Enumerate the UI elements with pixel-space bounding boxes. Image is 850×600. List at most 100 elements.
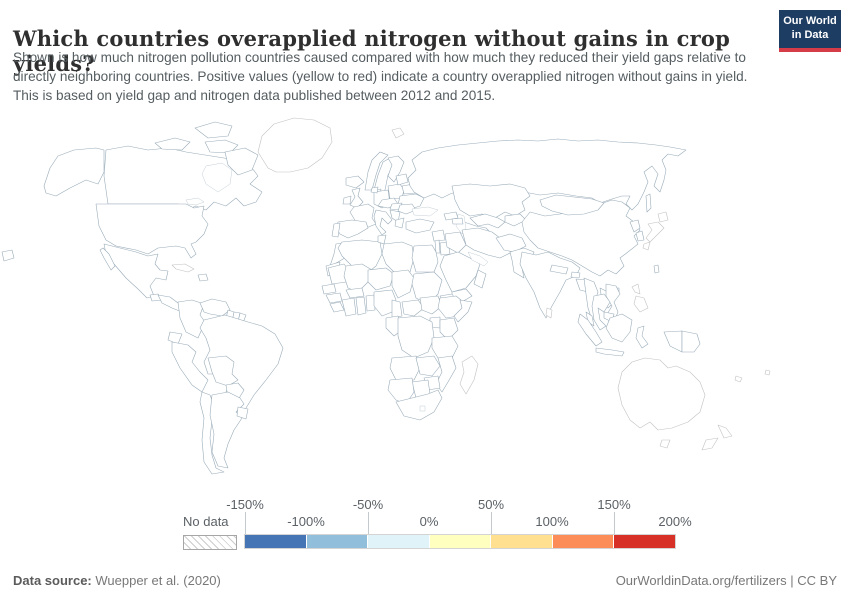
country-svalbard[interactable] — [391, 127, 405, 139]
country-angola[interactable] — [389, 355, 421, 381]
country-egypt[interactable] — [411, 244, 439, 273]
country-indonesia-sumatra[interactable] — [577, 313, 603, 347]
no-data-swatch[interactable] — [183, 535, 237, 550]
country-south-sudan[interactable] — [419, 295, 443, 315]
country-arctic-islands[interactable] — [194, 121, 233, 139]
country-new-zealand-south[interactable] — [701, 437, 719, 451]
country-new-caledonia[interactable] — [734, 375, 743, 383]
country-new-zealand-north[interactable] — [717, 424, 733, 439]
country-tunisia[interactable] — [377, 234, 387, 245]
country-pacific-sliver[interactable] — [1, 249, 15, 262]
country-arctic-islands[interactable] — [224, 147, 259, 176]
country-drc[interactable] — [397, 315, 435, 359]
country-hispaniola[interactable] — [197, 273, 209, 282]
country-burkina-faso[interactable] — [345, 287, 365, 299]
country-syria[interactable] — [431, 229, 446, 242]
country-bolivia[interactable] — [207, 355, 239, 387]
country-venezuela[interactable] — [199, 298, 231, 317]
country-west-papua[interactable] — [663, 330, 683, 353]
country-sulawesi[interactable] — [635, 325, 649, 349]
country-saudi-arabia[interactable] — [439, 251, 481, 293]
country-india[interactable] — [519, 251, 581, 319]
country-philippines[interactable] — [631, 283, 641, 295]
legend-bin[interactable] — [368, 535, 429, 548]
country-niger[interactable] — [367, 267, 395, 291]
country-cuba[interactable] — [171, 263, 195, 273]
country-alaska[interactable] — [43, 147, 105, 197]
country-indonesia-java[interactable] — [595, 347, 625, 357]
country-cameroon[interactable] — [391, 299, 403, 319]
country-portugal[interactable] — [331, 222, 341, 238]
legend-bin[interactable] — [614, 535, 676, 548]
country-uk[interactable] — [349, 187, 364, 209]
country-taiwan[interactable] — [653, 264, 660, 274]
country-north-korea[interactable] — [629, 219, 641, 233]
country-togo-benin[interactable] — [365, 294, 376, 312]
legend-bin[interactable] — [552, 535, 614, 548]
country-kyrgyzstan[interactable] — [504, 213, 527, 227]
country-italy[interactable] — [373, 209, 393, 236]
country-mongolia[interactable] — [539, 194, 605, 216]
country-japan-hokkaido[interactable] — [657, 211, 669, 223]
country-usa[interactable] — [95, 203, 209, 259]
country-arctic-islands[interactable] — [154, 137, 191, 151]
country-ireland[interactable] — [342, 195, 352, 205]
country-nepal[interactable] — [549, 264, 569, 275]
country-australia[interactable] — [617, 357, 706, 431]
country-papua-new-guinea[interactable] — [681, 330, 701, 353]
country-oman[interactable] — [473, 269, 487, 289]
legend-bin[interactable] — [306, 535, 368, 548]
country-ecuador[interactable] — [167, 331, 183, 345]
country-libya[interactable] — [381, 241, 415, 275]
country-sakhalin[interactable] — [645, 193, 652, 213]
country-mali[interactable] — [343, 263, 373, 293]
country-arctic-islands[interactable] — [204, 139, 239, 154]
country-malaysia[interactable] — [585, 311, 595, 327]
country-senegal[interactable] — [321, 283, 337, 295]
country-bhutan[interactable] — [570, 271, 581, 279]
credit-link[interactable]: OurWorldinData.org/fertilizers | CC BY — [615, 573, 837, 588]
country-guinea[interactable] — [325, 292, 343, 304]
country-japan-honshu[interactable] — [645, 221, 665, 243]
country-kazakhstan[interactable] — [451, 183, 531, 219]
country-greenland[interactable] — [257, 117, 333, 173]
country-japan-kyushu[interactable] — [642, 241, 651, 251]
country-tasmania[interactable] — [659, 439, 671, 449]
country-iceland[interactable] — [345, 175, 365, 189]
country-somalia[interactable] — [453, 299, 473, 323]
country-zambia[interactable] — [415, 355, 441, 377]
country-israel[interactable] — [434, 239, 441, 254]
country-georgia[interactable] — [443, 211, 459, 221]
country-kenya[interactable] — [439, 317, 459, 341]
country-netherlands[interactable] — [370, 186, 379, 194]
country-thailand[interactable] — [591, 293, 611, 331]
country-fiji[interactable] — [764, 369, 771, 376]
country-iraq[interactable] — [444, 231, 467, 254]
country-central-african-republic[interactable] — [401, 299, 425, 317]
country-greece[interactable] — [394, 217, 405, 229]
legend-bin[interactable] — [429, 535, 491, 548]
legend-bin[interactable] — [491, 535, 552, 548]
country-mozambique[interactable] — [435, 355, 457, 393]
country-norway[interactable] — [364, 151, 389, 191]
country-south-africa[interactable] — [395, 389, 443, 421]
legend-bin[interactable] — [245, 535, 306, 548]
country-baltics[interactable] — [395, 173, 409, 186]
country-uzbekistan[interactable] — [469, 213, 506, 229]
country-turkey[interactable] — [405, 218, 435, 234]
country-south-korea[interactable] — [635, 230, 645, 242]
country-chad[interactable] — [391, 269, 415, 299]
country-azerbaijan[interactable] — [451, 217, 464, 225]
country-afghanistan[interactable] — [495, 233, 527, 253]
country-mexico-baja[interactable] — [99, 247, 116, 271]
country-mexico[interactable] — [103, 243, 169, 299]
country-madagascar[interactable] — [459, 355, 479, 395]
country-tanzania[interactable] — [431, 335, 459, 359]
country-argentina[interactable] — [209, 391, 245, 469]
owid-logo[interactable]: Our World in Data — [779, 10, 841, 52]
country-spain[interactable] — [335, 219, 369, 239]
country-philippines[interactable] — [633, 295, 649, 313]
country-uruguay[interactable] — [236, 406, 249, 420]
country-ivory-coast[interactable] — [341, 297, 357, 317]
country-borneo[interactable] — [605, 313, 633, 343]
